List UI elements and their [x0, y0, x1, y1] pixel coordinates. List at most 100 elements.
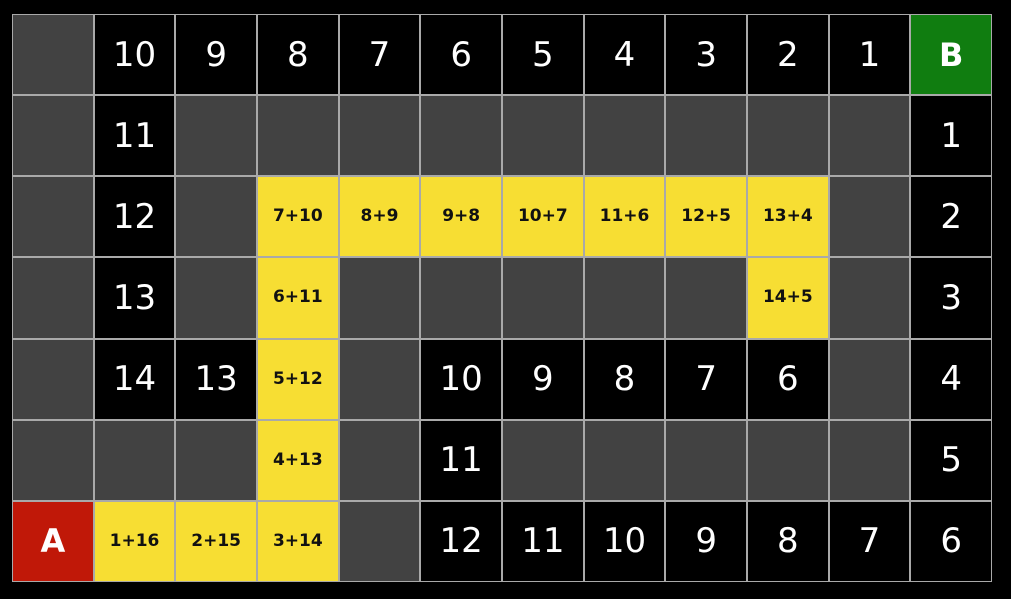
number-cell-r0-c4[interactable]: 7 [339, 15, 420, 95]
empty-cell-r2-c0[interactable] [13, 177, 93, 257]
cell-label: 11 [439, 440, 483, 481]
empty-cell-r3-c8[interactable] [666, 258, 746, 338]
number-cell-r0-c9[interactable]: 2 [747, 15, 828, 95]
sum-cell-r4-c3[interactable]: 5+12 [257, 339, 338, 419]
empty-cell-r0-c0[interactable] [13, 15, 93, 95]
number-cell-r0-c8[interactable]: 3 [666, 15, 746, 95]
number-cell-r0-c3[interactable]: 8 [257, 15, 338, 95]
number-cell-r0-c2[interactable]: 9 [176, 15, 256, 95]
cell-label: 2 [777, 34, 799, 75]
empty-cell-r5-c6[interactable] [502, 420, 583, 500]
empty-cell-r5-c1[interactable] [94, 420, 175, 500]
goal-cell-r0-c11[interactable]: B [911, 15, 991, 95]
empty-cell-r3-c4[interactable] [339, 258, 420, 338]
number-cell-r4-c6[interactable]: 9 [502, 339, 583, 419]
sum-cell-r2-c9[interactable]: 13+4 [747, 177, 828, 257]
sum-cell-r5-c3[interactable]: 4+13 [257, 420, 338, 500]
number-cell-r6-c7[interactable]: 10 [584, 501, 665, 581]
number-cell-r0-c10[interactable]: 1 [829, 15, 910, 95]
cell-label: 1+16 [109, 530, 160, 551]
sum-cell-r2-c8[interactable]: 12+5 [666, 177, 746, 257]
empty-cell-r6-c4[interactable] [339, 501, 420, 581]
empty-cell-r5-c0[interactable] [13, 420, 93, 500]
number-cell-r0-c7[interactable]: 4 [584, 15, 665, 95]
sum-cell-r2-c6[interactable]: 10+7 [502, 177, 583, 257]
cell-label: 13 [112, 277, 157, 318]
number-cell-r4-c9[interactable]: 6 [747, 339, 828, 419]
number-cell-r6-c8[interactable]: 9 [666, 501, 746, 581]
empty-cell-r5-c9[interactable] [747, 420, 828, 500]
number-cell-r6-c6[interactable]: 11 [502, 501, 583, 581]
sum-cell-r3-c9[interactable]: 14+5 [747, 258, 828, 338]
empty-cell-r3-c10[interactable] [829, 258, 910, 338]
empty-cell-r1-c6[interactable] [502, 96, 583, 176]
cell-label: 12 [439, 521, 483, 562]
number-cell-r4-c2[interactable]: 13 [176, 339, 256, 419]
cell-label: 7+10 [272, 206, 323, 227]
empty-cell-r5-c8[interactable] [666, 420, 746, 500]
empty-cell-r5-c2[interactable] [176, 420, 256, 500]
number-cell-r6-c10[interactable]: 7 [829, 501, 910, 581]
empty-cell-r4-c4[interactable] [339, 339, 420, 419]
number-cell-r4-c1[interactable]: 14 [94, 339, 175, 419]
number-cell-r0-c1[interactable]: 10 [94, 15, 175, 95]
number-cell-r6-c9[interactable]: 8 [747, 501, 828, 581]
cell-label: 8 [287, 34, 309, 75]
empty-cell-r1-c3[interactable] [257, 96, 338, 176]
sum-cell-r2-c5[interactable]: 9+8 [421, 177, 501, 257]
cell-label: 11+6 [599, 206, 650, 227]
empty-cell-r5-c10[interactable] [829, 420, 910, 500]
number-cell-r2-c11[interactable]: 2 [911, 177, 991, 257]
number-cell-r5-c5[interactable]: 11 [421, 420, 501, 500]
empty-cell-r3-c7[interactable] [584, 258, 665, 338]
cell-label: 8 [777, 521, 799, 562]
sum-cell-r6-c2[interactable]: 2+15 [176, 501, 256, 581]
empty-cell-r3-c5[interactable] [421, 258, 501, 338]
empty-cell-r1-c5[interactable] [421, 96, 501, 176]
empty-cell-r1-c2[interactable] [176, 96, 256, 176]
empty-cell-r1-c4[interactable] [339, 96, 420, 176]
empty-cell-r5-c4[interactable] [339, 420, 420, 500]
cell-label: 7 [368, 34, 391, 75]
sum-cell-r6-c1[interactable]: 1+16 [94, 501, 175, 581]
empty-cell-r2-c2[interactable] [176, 177, 256, 257]
sum-cell-r2-c3[interactable]: 7+10 [257, 177, 338, 257]
sum-cell-r6-c3[interactable]: 3+14 [257, 501, 338, 581]
empty-cell-r1-c8[interactable] [666, 96, 746, 176]
cell-label: 10 [602, 521, 647, 562]
number-cell-r3-c1[interactable]: 13 [94, 258, 175, 338]
number-cell-r1-c1[interactable]: 11 [94, 96, 175, 176]
number-cell-r5-c11[interactable]: 5 [911, 420, 991, 500]
sum-cell-r2-c4[interactable]: 8+9 [339, 177, 420, 257]
empty-cell-r2-c10[interactable] [829, 177, 910, 257]
empty-cell-r1-c7[interactable] [584, 96, 665, 176]
cell-label: 2+15 [191, 530, 242, 551]
cell-label: 3 [695, 34, 717, 75]
number-cell-r4-c7[interactable]: 8 [584, 339, 665, 419]
empty-cell-r4-c0[interactable] [13, 339, 93, 419]
number-cell-r6-c5[interactable]: 12 [421, 501, 501, 581]
start-cell-r6-c0[interactable]: A [13, 501, 93, 581]
empty-cell-r1-c9[interactable] [747, 96, 828, 176]
empty-cell-r3-c6[interactable] [502, 258, 583, 338]
cell-label: 5 [532, 34, 554, 75]
number-cell-r3-c11[interactable]: 3 [911, 258, 991, 338]
empty-cell-r4-c10[interactable] [829, 339, 910, 419]
empty-cell-r3-c2[interactable] [176, 258, 256, 338]
cell-label: 7 [695, 359, 717, 400]
number-cell-r1-c11[interactable]: 1 [911, 96, 991, 176]
sum-cell-r2-c7[interactable]: 11+6 [584, 177, 665, 257]
empty-cell-r1-c10[interactable] [829, 96, 910, 176]
number-cell-r0-c5[interactable]: 6 [421, 15, 501, 95]
empty-cell-r3-c0[interactable] [13, 258, 93, 338]
cell-label: 2 [940, 196, 962, 237]
empty-cell-r5-c7[interactable] [584, 420, 665, 500]
number-cell-r0-c6[interactable]: 5 [502, 15, 583, 95]
number-cell-r4-c5[interactable]: 10 [421, 339, 501, 419]
sum-cell-r3-c3[interactable]: 6+11 [257, 258, 338, 338]
number-cell-r4-c8[interactable]: 7 [666, 339, 746, 419]
empty-cell-r1-c0[interactable] [13, 96, 93, 176]
number-cell-r6-c11[interactable]: 6 [911, 501, 991, 581]
number-cell-r4-c11[interactable]: 4 [911, 339, 991, 419]
number-cell-r2-c1[interactable]: 12 [94, 177, 175, 257]
